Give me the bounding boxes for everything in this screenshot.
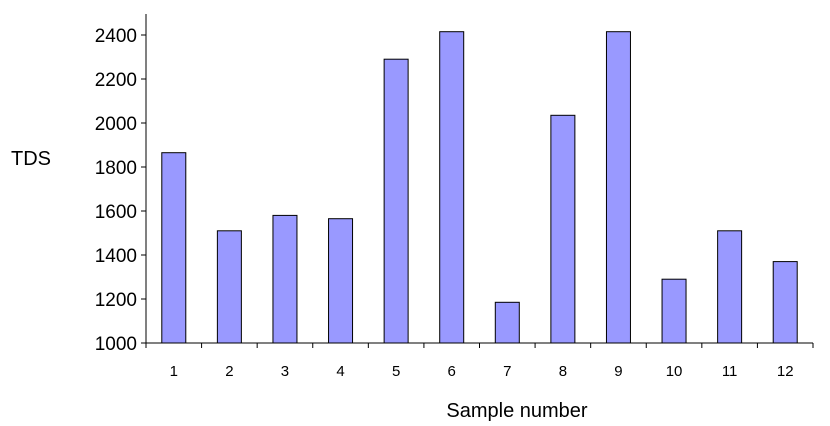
y-tick-label: 2000	[95, 114, 137, 135]
x-tick-label: 6	[448, 363, 456, 380]
x-tick-label: 11	[722, 363, 738, 380]
bar-sample-7	[494, 301, 520, 344]
x-tick-label: 2	[225, 363, 233, 380]
bar-sample-3	[272, 214, 298, 344]
y-tick-label: 1400	[95, 246, 137, 267]
bar-sample-10	[661, 278, 687, 344]
bar-sample-5	[383, 58, 409, 344]
bar-sample-9	[605, 31, 631, 344]
bar-sample-6	[439, 31, 465, 344]
y-axis-title: TDS	[11, 148, 51, 170]
y-tick-label: 2400	[95, 26, 137, 47]
y-tick-label: 1000	[95, 334, 137, 355]
y-tick-labels: 1000 1200 1400 1600 1800 2000 2200 2400	[95, 26, 137, 355]
bars	[161, 31, 798, 344]
y-tick-label: 2200	[95, 70, 137, 91]
y-tick-label: 1800	[95, 158, 137, 179]
x-axis-title: Sample number	[446, 400, 588, 421]
bar-sample-12	[772, 261, 798, 344]
bar-sample-8	[550, 114, 576, 344]
y-tick-label: 1200	[95, 290, 137, 311]
x-tick-label: 5	[392, 363, 400, 380]
x-tick-label: 3	[281, 363, 289, 380]
bar-sample-1	[161, 152, 187, 344]
bar-sample-4	[328, 218, 354, 344]
x-tick-label: 4	[336, 363, 344, 380]
x-tick-label: 10	[666, 363, 683, 380]
axes	[141, 14, 814, 348]
x-tick-label: 12	[777, 363, 794, 380]
x-tick-label: 9	[614, 363, 622, 380]
bar-sample-2	[216, 230, 242, 344]
x-tick-label: 8	[559, 363, 567, 380]
x-tick-labels: 1 2 3 4 5 6 7 8 9 10 11 12	[170, 363, 794, 380]
bar-sample-11	[717, 230, 743, 344]
y-tick-label: 1600	[95, 202, 137, 223]
x-tick-label: 1	[170, 363, 178, 380]
x-tick-label: 7	[503, 363, 511, 380]
